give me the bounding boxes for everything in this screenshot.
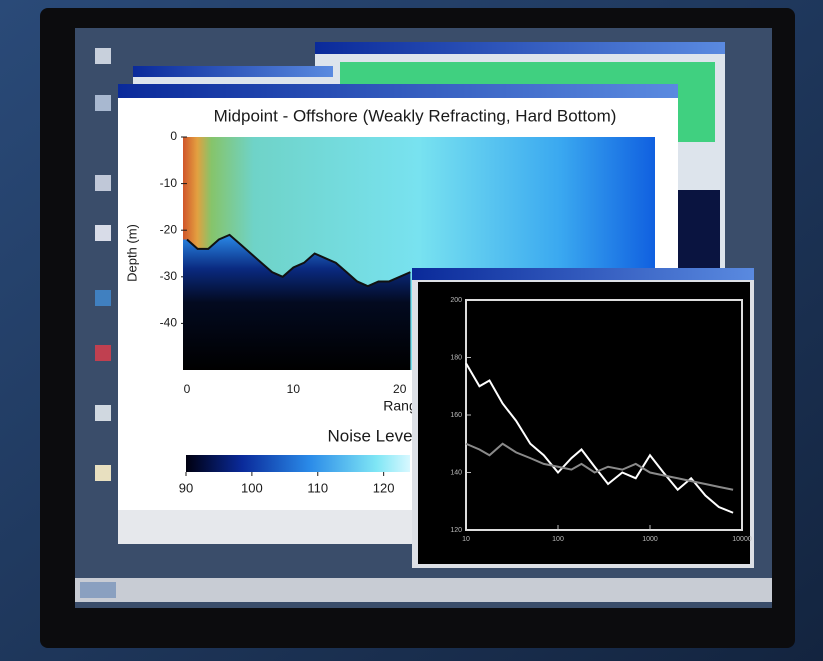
chart-title: Midpoint - Offshore (Weakly Refracting, … <box>214 106 617 125</box>
background-plot <box>678 190 720 270</box>
photo: Midpoint - Offshore (Weakly Refracting, … <box>0 0 823 661</box>
x-tick-label: 100 <box>552 536 564 543</box>
colorbar <box>186 455 410 472</box>
inset-canvas <box>418 282 750 564</box>
title-bar <box>118 84 678 98</box>
colorbar-tick-label: 120 <box>373 480 395 495</box>
y-tick-label: 120 <box>450 527 462 534</box>
x-tick-label: 0 <box>184 382 191 396</box>
colorbar-tick-label: 90 <box>179 480 193 495</box>
y-tick-label: -10 <box>160 176 178 190</box>
x-tick-label: 10000 <box>732 536 752 543</box>
colorbar-tick-label: 100 <box>241 480 263 495</box>
y-tick-label: 0 <box>170 129 177 143</box>
x-tick-label: 10 <box>462 536 470 543</box>
y-tick-label: 160 <box>450 412 462 419</box>
y-tick-label: 180 <box>450 354 462 361</box>
colorbar-label: Noise Leve <box>327 426 412 445</box>
colorbar-tick-label: 110 <box>307 480 328 495</box>
y-tick-label: 200 <box>450 297 462 304</box>
title-bar <box>412 268 754 280</box>
y-tick-label: 140 <box>450 469 462 476</box>
x-tick-label: 20 <box>393 382 407 396</box>
taskbar <box>75 578 772 602</box>
y-tick-label: -40 <box>160 316 178 330</box>
y-axis-label: Depth (m) <box>124 224 139 282</box>
y-tick-label: -20 <box>160 222 178 236</box>
x-axis-label: Rang <box>383 398 416 414</box>
title-bar <box>315 42 725 54</box>
title-bar <box>133 66 333 77</box>
x-tick-label: 1000 <box>642 536 658 543</box>
y-tick-label: -30 <box>160 269 178 283</box>
start-button[interactable] <box>80 582 116 598</box>
x-tick-label: 10 <box>287 382 301 396</box>
